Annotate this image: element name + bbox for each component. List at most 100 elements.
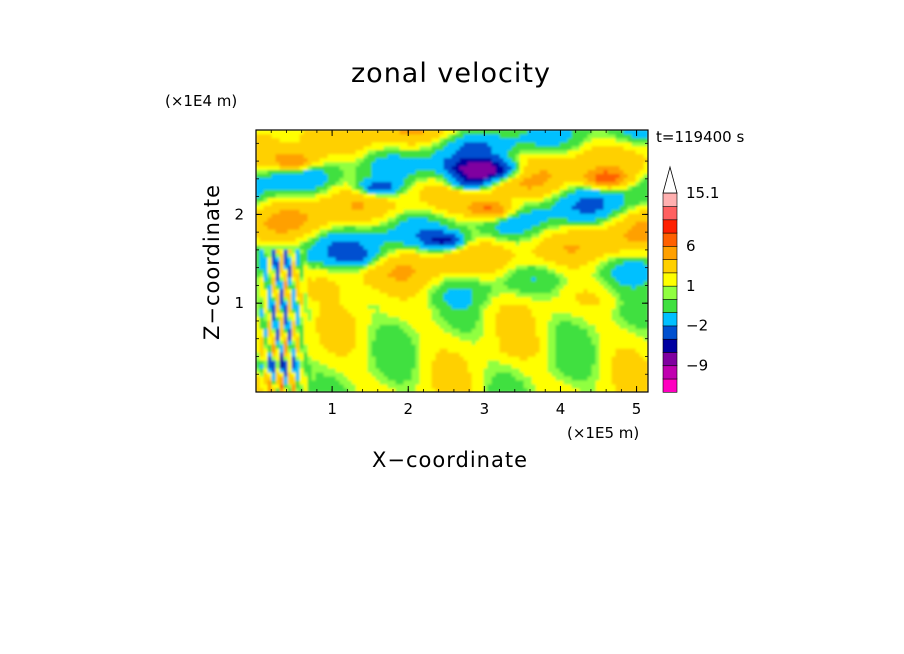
field-cell	[343, 149, 349, 155]
field-cell	[367, 137, 373, 143]
field-cell	[395, 232, 401, 238]
field-cell	[495, 387, 501, 392]
field-cell	[307, 173, 313, 179]
field-cell	[451, 228, 457, 234]
field-cell	[423, 268, 429, 274]
field-cell	[279, 220, 285, 226]
field-cell	[491, 205, 497, 210]
field-cell	[455, 332, 461, 337]
field-cell	[347, 161, 353, 167]
field-cell	[431, 137, 437, 143]
field-cell	[427, 355, 433, 361]
field-cell	[367, 145, 373, 151]
field-cell	[263, 288, 269, 294]
field-cell	[307, 228, 313, 234]
field-cell	[403, 288, 409, 294]
field-cell	[447, 224, 453, 230]
field-cell	[531, 240, 537, 246]
field-cell	[407, 355, 413, 361]
field-cell	[399, 236, 405, 242]
field-cell	[343, 157, 349, 163]
field-cell	[327, 383, 333, 389]
field-cell	[256, 280, 261, 286]
field-cell	[359, 371, 365, 377]
field-cell	[451, 197, 457, 202]
field-cell	[256, 359, 261, 365]
field-cell	[435, 359, 441, 365]
field-cell	[323, 185, 329, 190]
field-cell	[495, 284, 501, 290]
field-cell	[511, 371, 517, 377]
field-cell	[391, 312, 397, 317]
field-cell	[279, 240, 285, 246]
field-cell	[339, 272, 345, 278]
field-cell	[467, 141, 473, 147]
field-cell	[387, 130, 393, 135]
field-cell	[435, 252, 441, 258]
field-cell	[519, 137, 525, 143]
field-cell	[279, 272, 285, 278]
field-cell	[323, 343, 329, 349]
field-cell	[491, 224, 497, 230]
field-cell	[279, 193, 285, 198]
field-cell	[523, 324, 529, 329]
field-cell	[307, 292, 313, 298]
field-cell	[359, 296, 365, 302]
field-cell	[427, 336, 433, 341]
field-cell	[371, 347, 377, 353]
field-cell	[363, 284, 369, 290]
field-cell	[491, 383, 497, 389]
field-cell	[451, 137, 457, 143]
field-cell	[479, 137, 485, 143]
field-cell	[315, 173, 321, 179]
field-cell	[403, 371, 409, 377]
field-cell	[375, 304, 381, 310]
field-cell	[335, 288, 341, 294]
field-cell	[519, 177, 525, 183]
field-cell	[495, 197, 501, 202]
field-cell	[495, 224, 501, 230]
field-cell	[351, 205, 357, 210]
field-cell	[467, 157, 473, 163]
field-cell	[435, 280, 441, 286]
field-cell	[359, 157, 365, 163]
field-cell	[367, 165, 373, 171]
field-cell	[491, 292, 497, 298]
field-cell	[463, 336, 469, 341]
field-cell	[411, 248, 417, 254]
field-cell	[475, 379, 481, 385]
field-cell	[523, 292, 529, 298]
field-cell	[463, 288, 469, 294]
field-cell	[507, 328, 513, 333]
field-cell	[423, 324, 429, 329]
field-cell	[367, 236, 373, 242]
field-cell	[535, 359, 541, 365]
field-cell	[439, 280, 445, 286]
field-cell	[351, 130, 357, 135]
field-cell	[339, 347, 345, 353]
field-cell	[531, 205, 537, 210]
field-cell	[275, 328, 281, 333]
field-cell	[543, 137, 549, 143]
field-cell	[263, 193, 269, 198]
field-cell	[311, 371, 317, 377]
field-cell	[535, 173, 541, 179]
field-cell	[475, 157, 481, 163]
field-cell	[271, 363, 277, 369]
field-cell	[275, 339, 281, 345]
field-cell	[307, 260, 313, 266]
field-cell	[475, 276, 481, 282]
field-cell	[499, 205, 505, 210]
field-cell	[387, 347, 393, 353]
field-cell	[311, 193, 317, 198]
field-cell	[451, 185, 457, 190]
field-cell	[415, 336, 421, 341]
field-cell	[287, 236, 293, 242]
field-cell	[399, 224, 405, 230]
field-cell	[555, 276, 561, 282]
field-cell	[531, 173, 537, 179]
field-cell	[315, 130, 321, 135]
field-cell	[519, 268, 525, 274]
field-cell	[523, 276, 529, 282]
field-cell	[455, 268, 461, 274]
